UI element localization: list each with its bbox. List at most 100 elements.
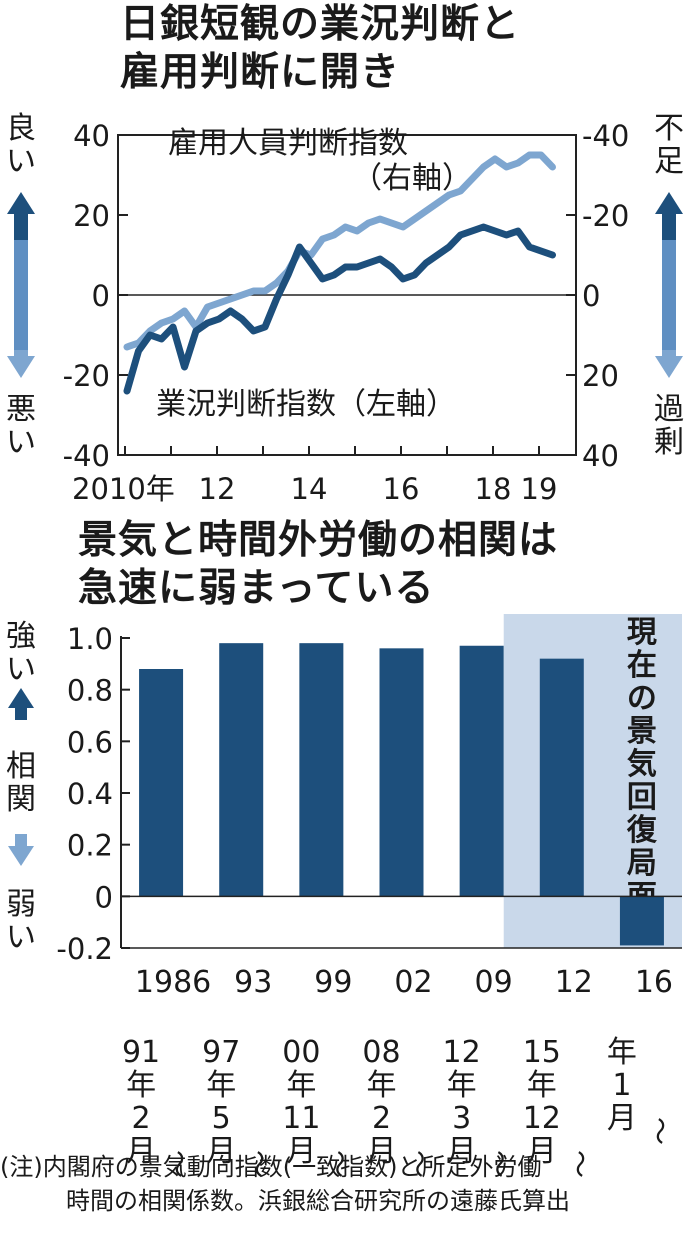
category-end-part: 年 xyxy=(286,1068,316,1103)
category-start-label: 1986 xyxy=(135,965,211,1000)
shade-label-char: 現 xyxy=(627,615,657,650)
left-tick-label: -20 xyxy=(63,359,110,393)
x-tick-label: 2010年 xyxy=(72,472,175,506)
category-end-part: 年 xyxy=(126,1068,156,1103)
y-tick-label: 0.2 xyxy=(67,829,113,863)
x-axis-ticks: 2010年 12 14 16 18 19 xyxy=(72,446,557,506)
shortage-excess-arrow xyxy=(655,192,683,378)
shade-label-char: の xyxy=(627,681,657,716)
bar xyxy=(299,643,344,897)
right-tick-label: 20 xyxy=(582,359,619,393)
y-tick-label: 0.4 xyxy=(67,777,113,811)
current-recovery-shade xyxy=(503,614,682,948)
business-index-line xyxy=(123,223,556,395)
category-end-part: 2 xyxy=(372,1101,391,1136)
right-tick-label: -40 xyxy=(582,119,629,153)
shade-label-char: 局 xyxy=(627,846,657,881)
bar xyxy=(379,648,424,897)
chart1-title-line2: 雇用判断に開き xyxy=(120,50,401,95)
category-end-part: 1 xyxy=(612,1068,631,1103)
shade-label-char: 回 xyxy=(627,780,657,815)
range-tilde: ～ xyxy=(643,1117,676,1145)
shade-label-char: 在 xyxy=(627,648,657,683)
category-end-part: 11 xyxy=(282,1101,320,1136)
category-label: 16 年1月～ xyxy=(607,965,676,1145)
category-start-label: 93 xyxy=(234,965,272,1000)
chart2-left-bottom-label: 弱 い xyxy=(6,887,36,955)
chart1-right-top-label: 不 足 xyxy=(654,111,684,179)
x-tick-label: 19 xyxy=(521,472,558,506)
x-tick-label: 16 xyxy=(383,472,420,506)
left-tick-label: 0 xyxy=(92,279,110,313)
chart2-left-mid-label: 相 関 xyxy=(6,749,36,817)
chart2-title-line2: 急速に弱まっている xyxy=(78,566,435,611)
y-tick-label: 0.8 xyxy=(67,674,113,708)
chart1-left-bottom-label: 悪 い xyxy=(6,392,36,460)
category-end-part: 97 xyxy=(202,1035,240,1070)
chart1-title-line1: 日銀短観の業況判断と xyxy=(120,2,521,47)
chart1-right-bottom-label: 過 剰 xyxy=(654,392,684,460)
category-end-part: 12 xyxy=(523,1101,561,1136)
category-end-part: 年 xyxy=(206,1068,236,1103)
shade-label-char: 気 xyxy=(627,747,657,782)
employment-series-label-2: （右軸） xyxy=(352,161,472,196)
category-start-label: 02 xyxy=(394,965,432,1000)
chart1-left-top-label: 良 い xyxy=(6,111,36,179)
chart2-title-line1: 景気と時間外労働の相関は xyxy=(78,518,559,563)
bar xyxy=(539,658,584,897)
y-tick-label: 0.6 xyxy=(67,725,113,759)
right-tick-label: -20 xyxy=(582,199,629,233)
bar xyxy=(459,645,504,897)
right-tick-label: 40 xyxy=(582,439,619,473)
category-end-part: 2 xyxy=(132,1101,151,1136)
category-end-part: 00 xyxy=(282,1035,320,1070)
category-end-part: 月 xyxy=(607,1101,637,1136)
bars xyxy=(139,643,664,946)
category-start-label: 12 xyxy=(555,965,593,1000)
shade-label-char: 復 xyxy=(626,813,658,848)
x-tick-label: 18 xyxy=(475,472,512,506)
left-tick-label: -40 xyxy=(63,439,110,473)
category-end-part: 年 xyxy=(607,1035,637,1070)
x-tick-label: 12 xyxy=(199,472,236,506)
category-end-part: 08 xyxy=(362,1035,400,1070)
y-axis-ticks: 1.0 0.8 0.6 0.4 0.2 0 -0.2 xyxy=(56,622,130,966)
left-tick-label: 20 xyxy=(73,199,110,233)
y-tick-label: 0 xyxy=(95,880,113,914)
bar xyxy=(219,643,264,897)
category-end-part: 12 xyxy=(443,1035,481,1070)
x-tick-label: 14 xyxy=(291,472,328,506)
employment-index-line xyxy=(123,151,556,351)
good-bad-arrow xyxy=(7,192,35,378)
category-end-part: 3 xyxy=(452,1101,471,1136)
category-end-part: 5 xyxy=(212,1101,231,1136)
right-axis-ticks: -40 -20 0 20 40 xyxy=(566,119,629,473)
bar xyxy=(139,669,184,897)
category-end-part: 年 xyxy=(447,1068,477,1103)
footnote-line2: 時間の相関係数。浜銀総合研究所の遠藤氏算出 xyxy=(66,1187,570,1215)
category-start-label: 09 xyxy=(475,965,513,1000)
category-end-part: 年 xyxy=(527,1068,557,1103)
chart2-left-top-label: 強 い xyxy=(6,619,36,687)
category-start-label: 99 xyxy=(314,965,352,1000)
business-series-label: 業況判断指数（左軸） xyxy=(156,387,456,422)
left-axis-ticks: 40 20 0 -20 -40 xyxy=(63,119,128,473)
category-end-part: 15 xyxy=(523,1035,561,1070)
bar xyxy=(619,896,664,946)
category-end-part: 年 xyxy=(367,1068,397,1103)
y-tick-label: -0.2 xyxy=(56,932,113,966)
shade-label-char: 景 xyxy=(627,714,657,749)
shade-label-char: 面 xyxy=(627,879,657,914)
employment-series-label-1: 雇用人員判断指数 xyxy=(168,126,408,161)
category-start-label: 16 xyxy=(635,965,673,1000)
footnote-line1: (注)内閣府の景気動向指数(一致指数)と所定外労働 xyxy=(0,1153,542,1181)
